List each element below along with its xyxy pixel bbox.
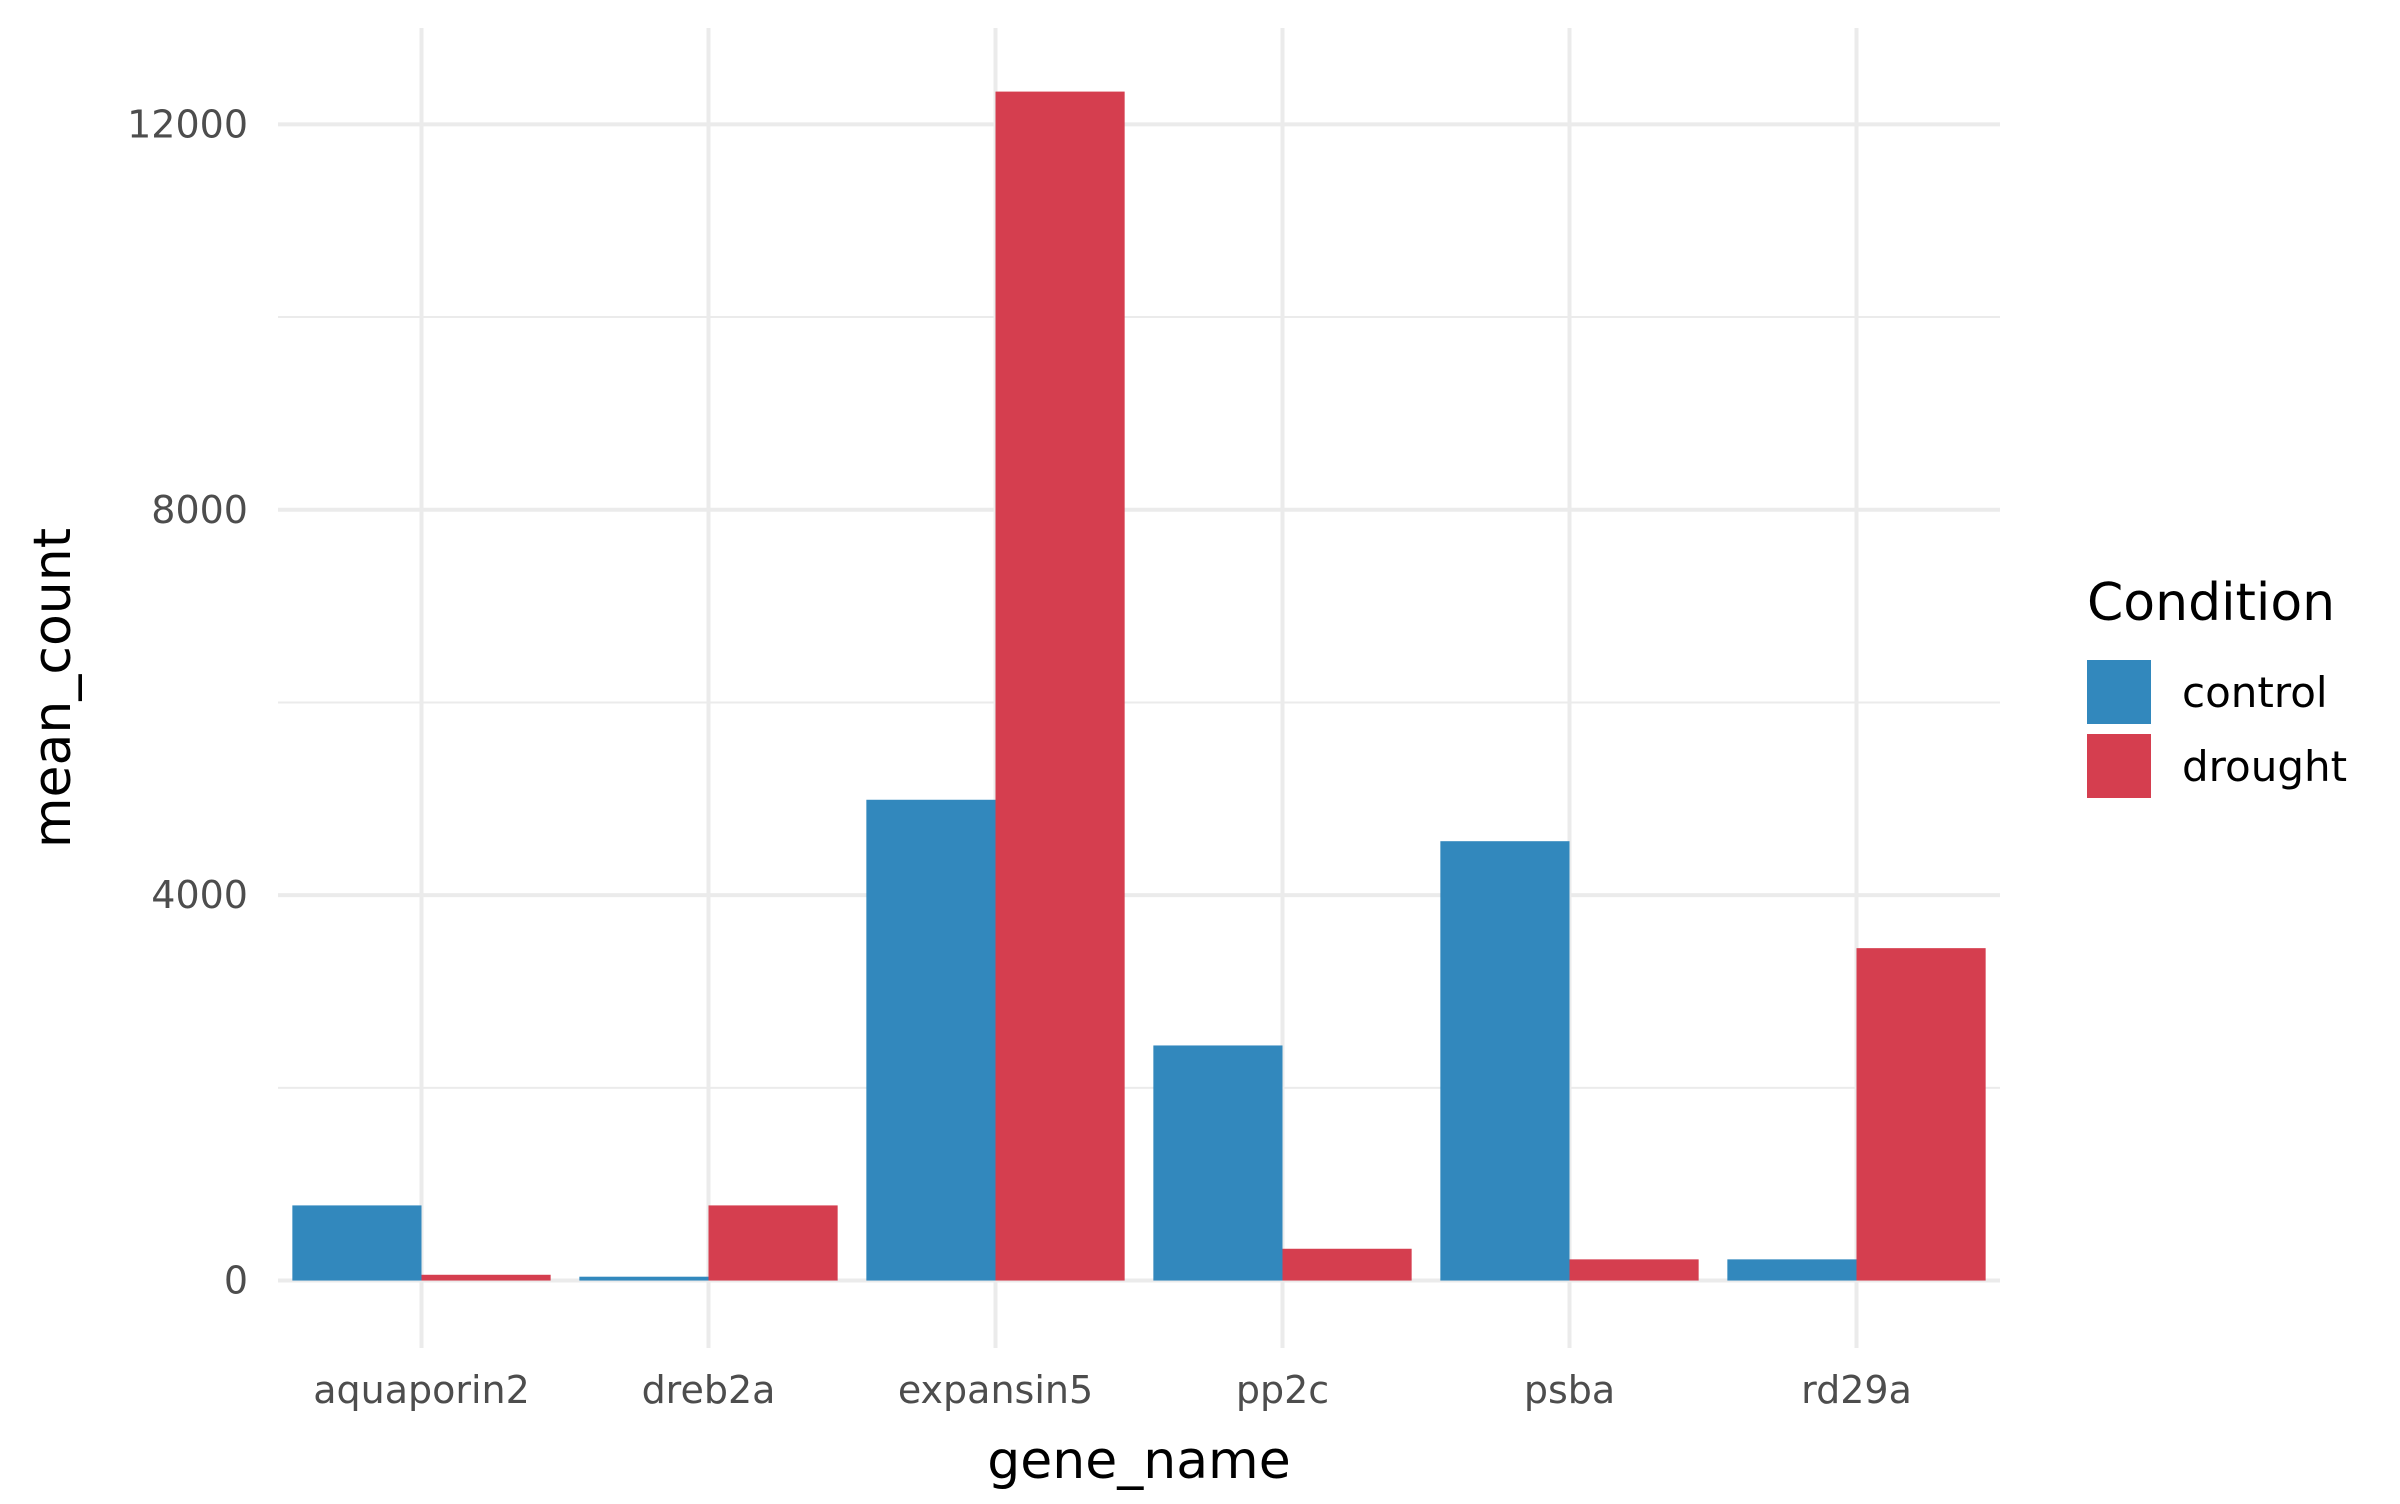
- x-tick-label: aquaporin2: [313, 1368, 530, 1412]
- x-tick-label: dreb2a: [642, 1368, 776, 1412]
- legend: Condition control drought: [2087, 573, 2347, 798]
- legend-key-control: [2087, 660, 2151, 724]
- bar-control-expansin5: [866, 799, 996, 1281]
- bar-control-psba: [1440, 841, 1570, 1281]
- legend-label-control: control: [2182, 668, 2328, 717]
- bar-control-rd29a: [1727, 1259, 1857, 1281]
- bar-drought-rd29a: [1856, 948, 1986, 1281]
- y-axis-title: mean_count: [23, 528, 83, 848]
- legend-items: control drought: [2087, 660, 2347, 798]
- y-tick-label: 8000: [151, 488, 248, 532]
- bar-drought-pp2c: [1282, 1248, 1412, 1281]
- y-tick-label: 4000: [151, 873, 248, 917]
- legend-label-drought: drought: [2182, 742, 2347, 791]
- bar-drought-aquaporin2: [421, 1274, 551, 1281]
- grid-lines: [278, 28, 2000, 1348]
- y-axis-ticks: 0 4000 8000 12000: [127, 102, 248, 1302]
- x-tick-label: rd29a: [1801, 1368, 1912, 1412]
- legend-key-drought: [2087, 734, 2151, 798]
- x-tick-label: psba: [1524, 1368, 1615, 1412]
- bars: [292, 91, 1986, 1281]
- legend-title: Condition: [2087, 573, 2335, 633]
- x-tick-label: expansin5: [898, 1368, 1093, 1412]
- bar-drought-dreb2a: [708, 1205, 838, 1281]
- x-tick-label: pp2c: [1236, 1368, 1329, 1412]
- bar-drought-psba: [1569, 1259, 1699, 1281]
- bar-control-aquaporin2: [292, 1205, 422, 1281]
- bar-control-pp2c: [1153, 1045, 1283, 1281]
- bar-control-dreb2a: [579, 1276, 709, 1281]
- y-tick-label: 12000: [127, 102, 248, 146]
- x-axis-title: gene_name: [987, 1431, 1290, 1491]
- bar-drought-expansin5: [995, 91, 1125, 1281]
- y-tick-label: 0: [224, 1259, 248, 1303]
- x-axis-ticks: aquaporin2 dreb2a expansin5 pp2c psba rd29a: [313, 1368, 1912, 1412]
